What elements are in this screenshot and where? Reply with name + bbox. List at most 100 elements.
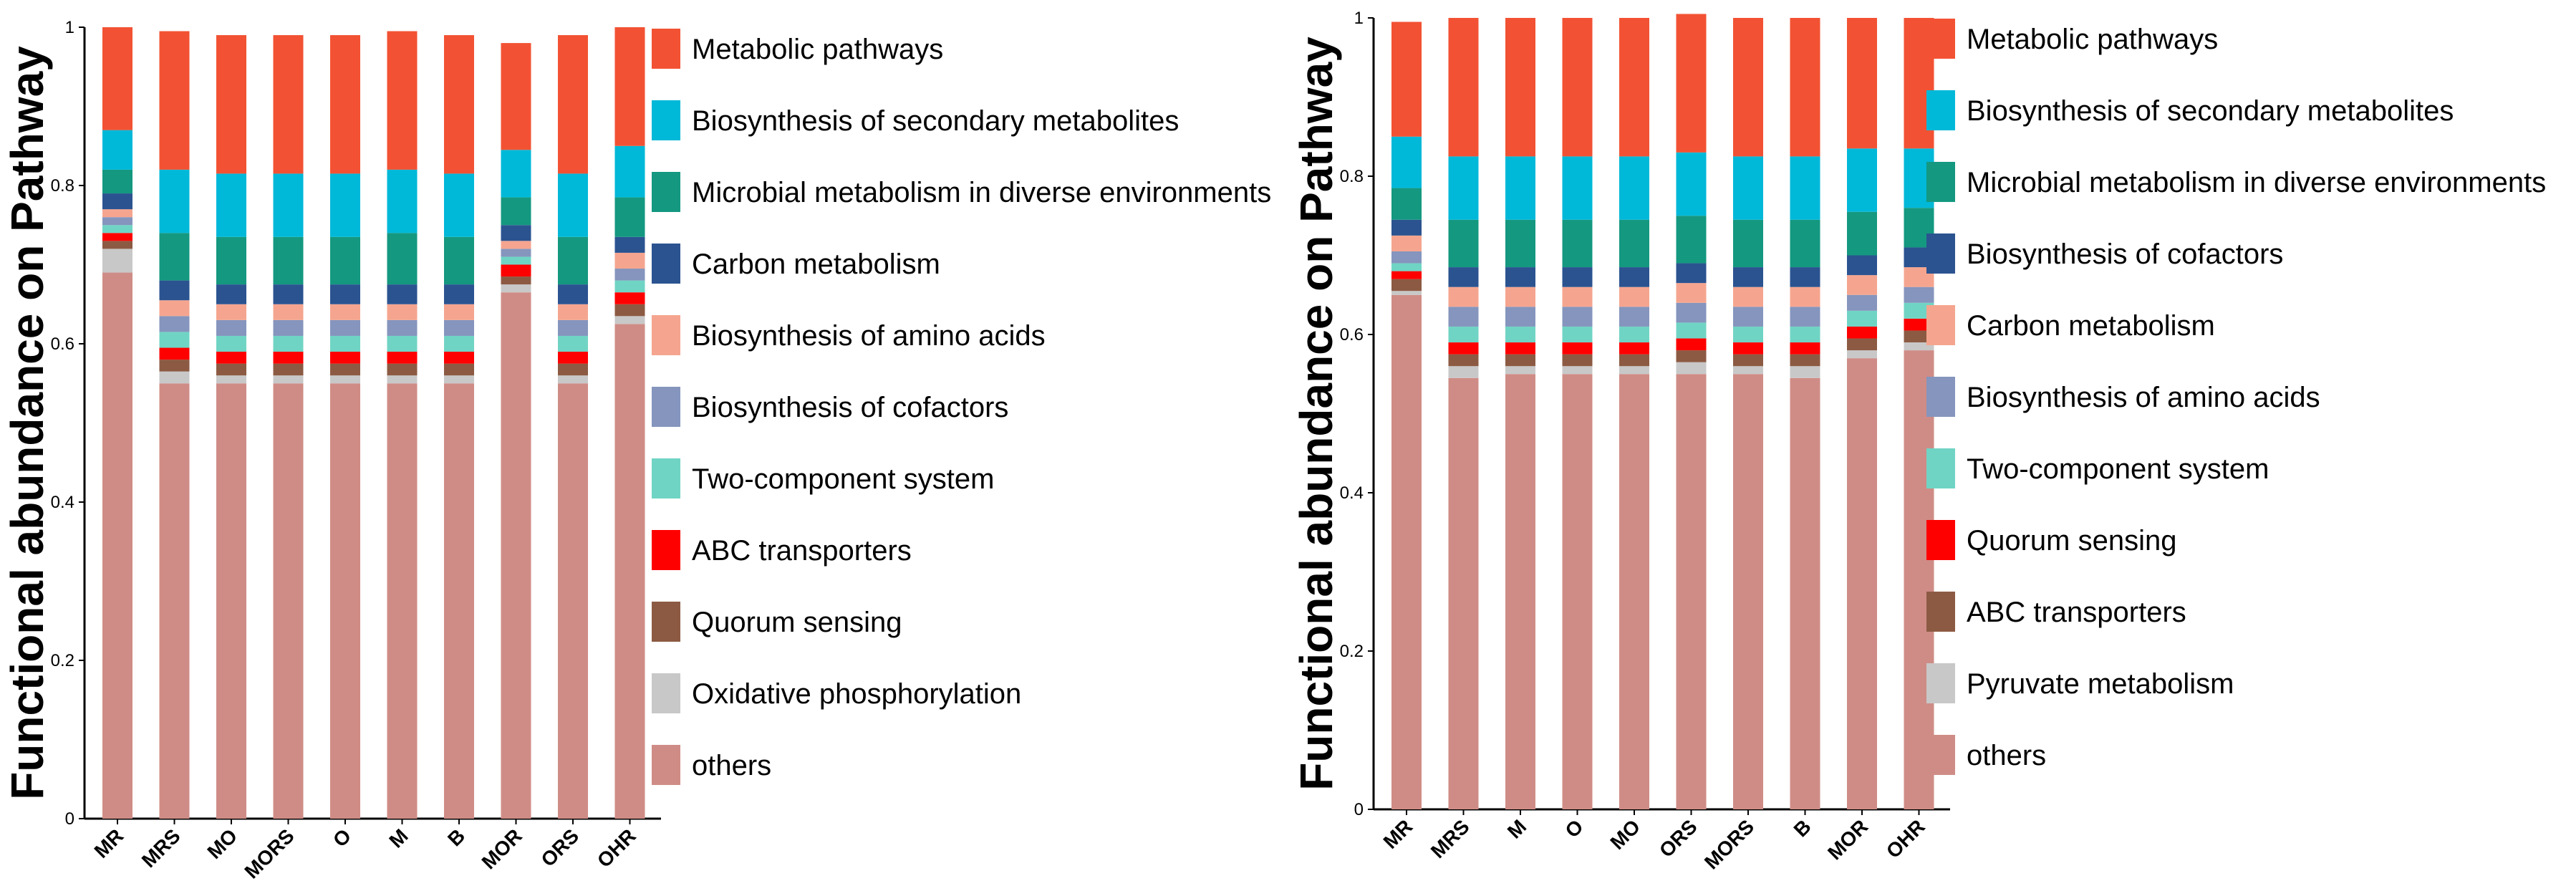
legend-swatch bbox=[1926, 233, 1955, 274]
bar-segment bbox=[1790, 286, 1820, 307]
bar-segment bbox=[216, 236, 246, 285]
bar-segment bbox=[1790, 342, 1820, 355]
bar-segment bbox=[1505, 354, 1535, 367]
legend-swatch bbox=[652, 100, 680, 140]
bar-segment bbox=[501, 292, 531, 819]
legend-swatch bbox=[652, 29, 680, 69]
bar-segment bbox=[1790, 366, 1820, 378]
bar-segment bbox=[1790, 18, 1820, 157]
bar-segment bbox=[558, 319, 588, 336]
bar-segment bbox=[1676, 216, 1707, 264]
bar-segment bbox=[1505, 307, 1535, 327]
bar-segment bbox=[1391, 291, 1422, 295]
bar-segment bbox=[1733, 18, 1763, 157]
bar-segment bbox=[1676, 374, 1707, 809]
bar-segment bbox=[159, 332, 190, 348]
y-tick-label: 1 bbox=[65, 18, 74, 37]
bar-segment bbox=[102, 27, 132, 130]
legend-label: Quorum sensing bbox=[692, 607, 902, 638]
bar-segment bbox=[216, 383, 246, 819]
bar-segment bbox=[444, 383, 474, 819]
y-tick-label: 0 bbox=[65, 809, 74, 829]
bar-segment bbox=[1391, 271, 1422, 279]
bar-segment bbox=[444, 284, 474, 304]
bar-segment bbox=[1619, 354, 1649, 367]
bar-segment bbox=[614, 27, 645, 146]
y-tick-label: 0.8 bbox=[1340, 167, 1364, 186]
bar-segment bbox=[1619, 342, 1649, 355]
bar-segment bbox=[102, 225, 132, 233]
bar-segment bbox=[1676, 322, 1707, 339]
bar-segment bbox=[1676, 263, 1707, 284]
bar-segment bbox=[1733, 286, 1763, 307]
bar-segment bbox=[216, 35, 246, 174]
x-category-label: MOR bbox=[1823, 815, 1872, 864]
bar-segment bbox=[1448, 377, 1479, 809]
legend-swatch bbox=[652, 244, 680, 284]
y-tick-label: 0.4 bbox=[1340, 483, 1364, 503]
x-category-label: B bbox=[1790, 815, 1815, 841]
legend-label: Metabolic pathways bbox=[1967, 24, 2218, 55]
bar-segment bbox=[216, 352, 246, 364]
chart-right: 0 0.2 0.4 0.6 0.8 1 Functional abundance on Pa… bbox=[1291, 9, 2546, 874]
bar-segment bbox=[159, 383, 190, 819]
bar-segment bbox=[273, 335, 304, 352]
x-category-label: MORS bbox=[1700, 815, 1758, 873]
x-category-label: ORS bbox=[1655, 815, 1702, 862]
bar-segment bbox=[387, 363, 418, 376]
bar-segment bbox=[159, 233, 190, 281]
bar-segment bbox=[444, 173, 474, 237]
bar-segment bbox=[1505, 326, 1535, 343]
x-category-label: MORS bbox=[240, 824, 298, 882]
x-category-label: M bbox=[385, 824, 412, 852]
bar-segment bbox=[1448, 366, 1479, 378]
bar-segment bbox=[159, 347, 190, 360]
bar-segment bbox=[614, 316, 645, 324]
x-category-label: MO bbox=[1606, 815, 1644, 854]
bar-segment bbox=[1619, 366, 1649, 375]
bar-segment bbox=[1847, 211, 1877, 256]
bar-segment bbox=[501, 249, 531, 257]
legend-swatch bbox=[652, 602, 680, 642]
bar-segment bbox=[216, 304, 246, 320]
bar-segment bbox=[614, 236, 645, 253]
bar-segment bbox=[1847, 326, 1877, 339]
legend-swatch bbox=[1926, 663, 1955, 703]
bar-segment bbox=[1448, 267, 1479, 287]
bar-segment bbox=[330, 352, 360, 364]
legend-label: ABC transporters bbox=[1967, 597, 2186, 628]
legend-swatch bbox=[1926, 19, 1955, 59]
bar-segment bbox=[1562, 18, 1593, 157]
y-axis-title: Functional abundance on Pathway bbox=[1291, 37, 1342, 791]
x-category-label: O bbox=[1560, 815, 1587, 842]
bar-segment bbox=[614, 145, 645, 198]
bar-segment bbox=[444, 352, 474, 364]
bar-segment bbox=[1790, 267, 1820, 287]
bar-segment bbox=[558, 236, 588, 285]
bar-segment bbox=[501, 284, 531, 293]
legend-swatch bbox=[1926, 305, 1955, 345]
bar-segment bbox=[1847, 338, 1877, 351]
bar-segment bbox=[216, 173, 246, 237]
legend-label: Biosynthesis of cofactors bbox=[692, 392, 1008, 423]
bar-segment bbox=[1790, 377, 1820, 809]
bar-segment bbox=[273, 35, 304, 174]
bar-segment bbox=[387, 304, 418, 320]
bar-segment bbox=[330, 35, 360, 174]
bar-segment bbox=[558, 352, 588, 364]
bar-segment bbox=[1619, 219, 1649, 268]
bar-segment bbox=[1505, 374, 1535, 809]
bar-segment bbox=[387, 169, 418, 233]
bar-segment bbox=[1733, 354, 1763, 367]
bar-segment bbox=[1790, 219, 1820, 268]
legend-swatch bbox=[1926, 162, 1955, 202]
bar-segment bbox=[387, 335, 418, 352]
bar-segment bbox=[1790, 156, 1820, 220]
legend-label: Biosynthesis of amino acids bbox=[692, 320, 1046, 352]
bar-segment bbox=[1391, 251, 1422, 264]
y-tick-label: 0.6 bbox=[51, 334, 74, 354]
bar-segment bbox=[1733, 342, 1763, 355]
bar-segment bbox=[330, 375, 360, 384]
bar-segment bbox=[1505, 156, 1535, 220]
bar-segment bbox=[1619, 326, 1649, 343]
